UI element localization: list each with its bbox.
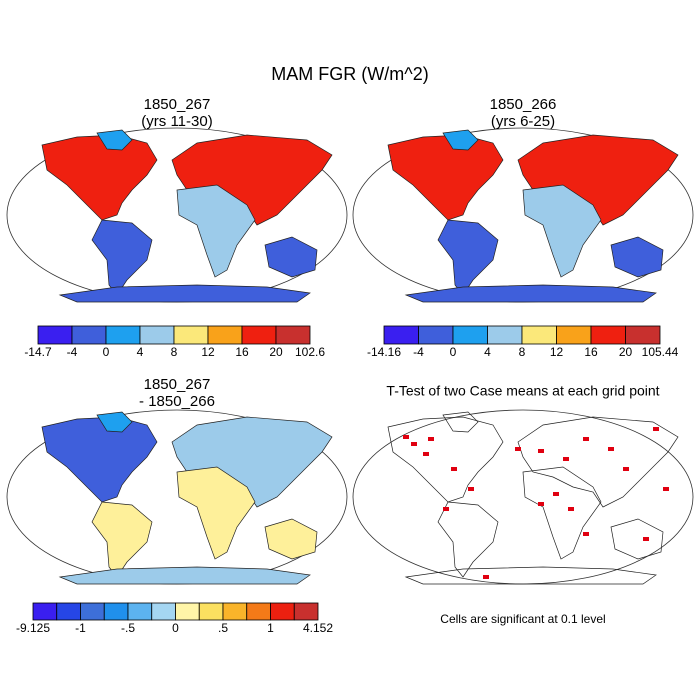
colorbar-box (139, 325, 175, 345)
significant-cell (538, 502, 544, 506)
significant-cell (451, 467, 457, 471)
colorbar-label: 0 (172, 621, 179, 635)
significant-cell (643, 537, 649, 541)
colorbar-label: 8 (171, 345, 178, 359)
significant-cell (663, 487, 669, 491)
colorbar-box (151, 602, 176, 621)
colorbar-box (105, 325, 141, 345)
colorbar-box (275, 325, 311, 345)
colorbar-box (56, 602, 81, 621)
significant-cell (583, 532, 589, 536)
colorbar-box (625, 325, 661, 345)
colorbar-label: 4 (137, 345, 144, 359)
significant-cell (468, 487, 474, 491)
colorbar-box (127, 602, 153, 621)
significant-cell (583, 437, 589, 441)
significant-cell (403, 435, 409, 439)
significant-cell (515, 447, 521, 451)
colorbar-box (487, 325, 523, 345)
colorbar-label: -4 (413, 345, 424, 359)
colorbar-label: 1 (267, 621, 274, 635)
colorbar-box (246, 602, 271, 621)
colorbar-label: 12 (201, 345, 215, 359)
colorbar-box (37, 325, 73, 345)
ttest-title: T-Test of two Case means at each grid po… (386, 383, 659, 399)
significant-cell (568, 507, 574, 511)
colorbar-label: .5 (218, 621, 228, 635)
significant-cell (428, 437, 434, 441)
figure-title: MAM FGR (W/m^2) (271, 64, 428, 84)
colorbar-box (270, 602, 295, 621)
colorbar-label: -1 (75, 621, 86, 635)
land (41, 411, 333, 585)
colorbar-label: 0 (103, 345, 110, 359)
colorbar-box (293, 602, 319, 621)
panel-title: 1850_267 (144, 96, 211, 113)
colorbar-box (71, 325, 107, 345)
colorbar-label: 4.152 (303, 621, 333, 635)
colorbar-label: 12 (550, 345, 564, 359)
colorbar-label: 0 (450, 345, 457, 359)
panel-title: 1850_266 (490, 96, 557, 113)
colorbar-label: -14.16 (367, 345, 401, 359)
land (387, 129, 679, 303)
map (6, 127, 348, 303)
colorbar-label: 102.6 (295, 345, 325, 359)
significant-cell (653, 427, 659, 431)
significant-cell (483, 575, 489, 579)
panel-title: 1850_267 (144, 376, 211, 393)
significant-cell (563, 457, 569, 461)
colorbar-box (207, 325, 243, 345)
colorbar-box (418, 325, 454, 345)
colorbar-label: 20 (619, 345, 633, 359)
colorbar-box (175, 602, 200, 621)
colorbar-box (173, 325, 209, 345)
colorbar-label: 105.44 (642, 345, 679, 359)
colorbar-box (590, 325, 626, 345)
map (352, 127, 694, 303)
colorbar-box (32, 602, 58, 621)
significant-cell (623, 467, 629, 471)
colorbar-label: -.5 (121, 621, 135, 635)
colorbar-box (521, 325, 557, 345)
significant-cell (411, 442, 417, 446)
colorbar-box (198, 602, 224, 621)
significant-cell (608, 447, 614, 451)
map (6, 409, 348, 585)
significant-cell (538, 449, 544, 453)
colorbar-box (383, 325, 419, 345)
significant-cell (553, 492, 559, 496)
panel-title: - 1850_266 (139, 393, 215, 410)
map (352, 409, 694, 585)
panel-title: (yrs 6-25) (491, 113, 555, 130)
land (387, 411, 679, 585)
colorbar-box (556, 325, 592, 345)
colorbar-label: -14.7 (24, 345, 52, 359)
land (41, 129, 333, 303)
colorbar-box (80, 602, 105, 621)
ttest-note: Cells are significant at 0.1 level (440, 612, 605, 626)
colorbar-box (103, 602, 129, 621)
colorbar-label: -9.125 (16, 621, 50, 635)
significant-cell (423, 452, 429, 456)
colorbar-label: 4 (484, 345, 491, 359)
colorbar-label: 20 (269, 345, 283, 359)
colorbar-label: 16 (235, 345, 249, 359)
colorbar-label: 8 (519, 345, 526, 359)
significant-cell (443, 507, 449, 511)
colorbar-box (222, 602, 248, 621)
colorbar-box (241, 325, 277, 345)
colorbar-label: -4 (67, 345, 78, 359)
panel-title: (yrs 11-30) (141, 113, 212, 130)
colorbar-label: 16 (584, 345, 598, 359)
colorbar-box (452, 325, 488, 345)
